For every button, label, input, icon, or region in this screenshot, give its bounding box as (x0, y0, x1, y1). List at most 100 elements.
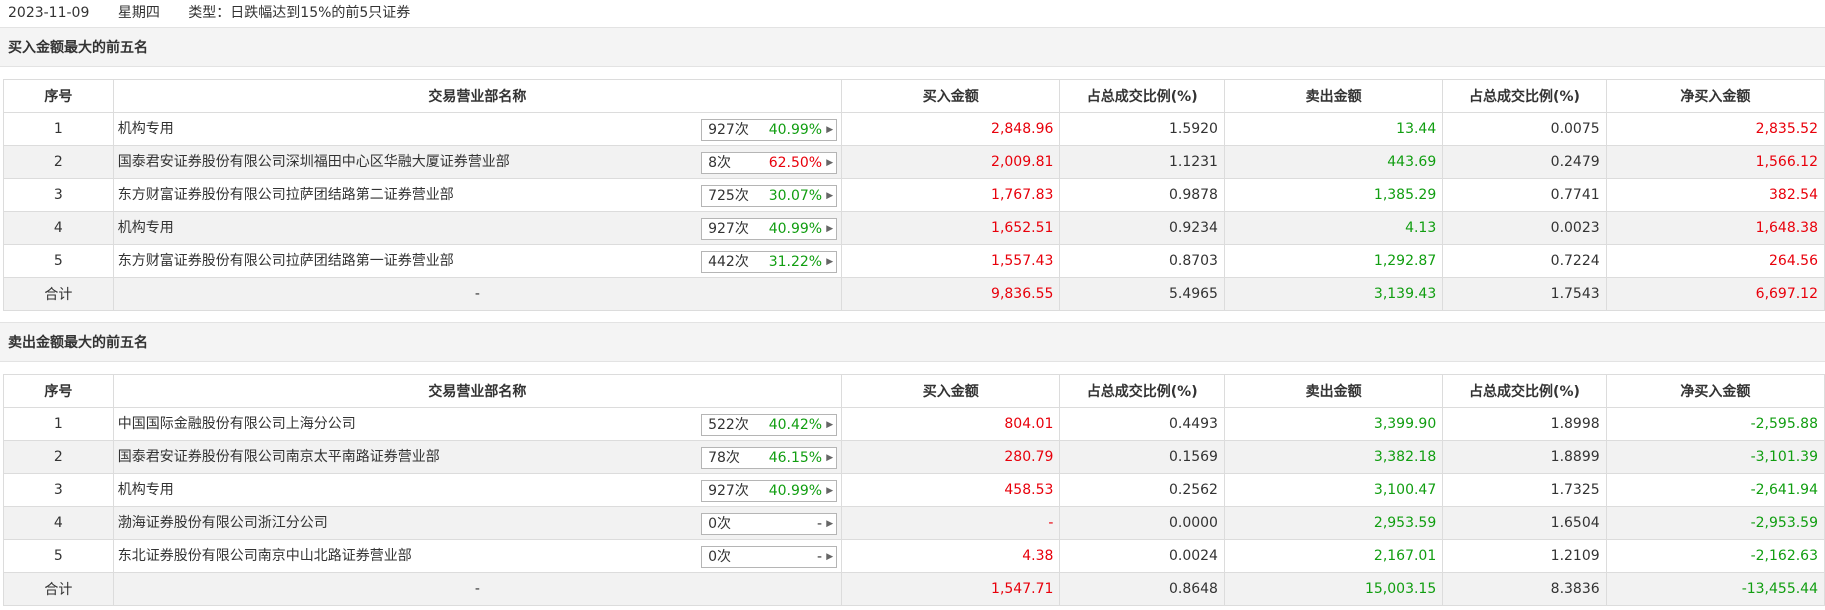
total-sell-amount: 3,139.43 (1223, 277, 1444, 311)
table-row: 4 机构专用 927次 40.99% ▶ 1,652.51 0.9234 4.13 0.0023… (3, 211, 1825, 245)
net-buy-cell: -2,953.59 (1605, 506, 1825, 540)
branch-stats-badge[interactable]: 442次 31.22% ▶ (701, 251, 838, 273)
rank-cell: 5 (3, 539, 114, 573)
branch-stats-badge[interactable]: 0次 - ▶ (701, 546, 838, 568)
listing-count: 442次 (708, 254, 749, 270)
branch-name-link[interactable]: 中国国际金融股份有限公司上海分公司 (117, 416, 356, 432)
success-rate: 40.42% (768, 417, 823, 433)
success-rate: 40.99% (768, 221, 823, 237)
col-branch-name: 交易营业部名称 (112, 374, 843, 408)
branch-stats-badge[interactable]: 927次 40.99% ▶ (701, 119, 838, 141)
caret-right-icon: ▶ (826, 125, 834, 135)
col-net-buy: 净买入金额 (1605, 79, 1825, 113)
success-rate: 40.99% (768, 483, 823, 499)
net-buy-cell: 2,835.52 (1605, 112, 1825, 146)
branch-name-link[interactable]: 东方财富证券股份有限公司拉萨团结路第二证券营业部 (117, 187, 454, 203)
buy-ratio-cell: 0.1569 (1059, 440, 1225, 474)
col-rank: 序号 (3, 79, 114, 113)
net-buy-cell: -3,101.39 (1605, 440, 1825, 474)
branch-cell: 国泰君安证券股份有限公司深圳福田中心区华融大厦证券营业部 8次 62.50% ▶ (112, 145, 843, 179)
rank-cell: 1 (3, 407, 114, 441)
col-sell-ratio: 占总成交比例(%) (1442, 79, 1607, 113)
buy-ratio-cell: 1.5920 (1059, 112, 1225, 146)
caret-right-icon: ▶ (826, 519, 834, 529)
table-row: 1 机构专用 927次 40.99% ▶ 2,848.96 1.5920 13.44 0.007… (3, 112, 1825, 146)
rank-cell: 3 (3, 473, 114, 507)
branch-name-link[interactable]: 渤海证券股份有限公司浙江分公司 (117, 515, 328, 531)
branch-name-link[interactable]: 机构专用 (117, 482, 174, 498)
listing-count: 725次 (708, 188, 749, 204)
rank-cell: 1 (3, 112, 114, 146)
sell-ratio-cell: 0.0075 (1442, 112, 1607, 146)
type-label: 类型：日跌幅达到15%的前5只证券 (188, 5, 411, 21)
col-branch-name: 交易营业部名称 (112, 79, 843, 113)
sell-amount-cell: 4.13 (1223, 211, 1444, 245)
total-branch-cell: - (112, 277, 843, 311)
sell-amount-cell: 13.44 (1223, 112, 1444, 146)
branch-name-link[interactable]: 国泰君安证券股份有限公司深圳福田中心区华融大厦证券营业部 (117, 154, 510, 170)
table-row: 3 东方财富证券股份有限公司拉萨团结路第二证券营业部 725次 30.07% ▶ 1,76… (3, 178, 1825, 212)
branch-stats-badge[interactable]: 0次 - ▶ (701, 513, 838, 535)
listing-count: 927次 (708, 122, 749, 138)
col-buy-ratio: 占总成交比例(%) (1059, 79, 1225, 113)
rank-cell: 2 (3, 145, 114, 179)
rank-cell: 5 (3, 244, 114, 278)
branch-cell: 渤海证券股份有限公司浙江分公司 0次 - ▶ (112, 506, 843, 540)
branch-stats-badge[interactable]: 725次 30.07% ▶ (701, 185, 838, 207)
caret-right-icon: ▶ (826, 420, 834, 430)
sell-ratio-cell: 0.2479 (1442, 145, 1607, 179)
col-buy-ratio: 占总成交比例(%) (1059, 374, 1225, 408)
buy-amount-cell: - (841, 506, 1061, 540)
col-rank: 序号 (3, 374, 114, 408)
table-header-row: 序号 交易营业部名称 买入金额 占总成交比例(%) 卖出金额 占总成交比例(%)… (3, 79, 1825, 113)
rank-cell: 4 (3, 506, 114, 540)
col-net-buy: 净买入金额 (1605, 374, 1825, 408)
sell-ratio-cell: 0.7224 (1442, 244, 1607, 278)
sell-ratio-cell: 1.7325 (1442, 473, 1607, 507)
buy-ratio-cell: 0.4493 (1059, 407, 1225, 441)
branch-cell: 机构专用 927次 40.99% ▶ (112, 211, 843, 245)
branch-name-link[interactable]: 东北证券股份有限公司南京中山北路证券营业部 (117, 548, 412, 564)
page-header: 2023-11-09 星期四 类型：日跌幅达到15%的前5只证券 (0, 0, 1825, 27)
sell-amount-cell: 3,382.18 (1223, 440, 1444, 474)
buy-ratio-cell: 0.9234 (1059, 211, 1225, 245)
total-row: 合计 -9,836.55 5.4965 3,139.43 1.7543 6,697.12 (3, 277, 1825, 311)
listing-count: 78次 (708, 450, 740, 466)
branch-stats-badge[interactable]: 927次 40.99% ▶ (701, 480, 838, 502)
table-row: 5 东方财富证券股份有限公司拉萨团结路第一证券营业部 442次 31.22% ▶ 1,55… (3, 244, 1825, 278)
listing-count: 0次 (708, 549, 732, 565)
total-row: 合计 -1,547.71 0.8648 15,003.15 8.3836 -13,455.… (3, 572, 1825, 606)
buy-amount-cell: 2,848.96 (841, 112, 1061, 146)
total-sell-ratio: 1.7543 (1442, 277, 1607, 311)
branch-name-link[interactable]: 机构专用 (117, 121, 174, 137)
sell-amount-cell: 1,385.29 (1223, 178, 1444, 212)
sell-amount-cell: 2,953.59 (1223, 506, 1444, 540)
branch-stats-badge[interactable]: 8次 62.50% ▶ (701, 152, 838, 174)
buy-ratio-cell: 1.1231 (1059, 145, 1225, 179)
branch-name-link[interactable]: 东方财富证券股份有限公司拉萨团结路第一证券营业部 (117, 253, 454, 269)
buy-amount-cell: 2,009.81 (841, 145, 1061, 179)
success-rate: - (817, 549, 823, 565)
table-row: 5 东北证券股份有限公司南京中山北路证券营业部 0次 - ▶ 4.38 0.0024 2,16… (3, 539, 1825, 573)
sell-ratio-cell: 1.2109 (1442, 539, 1607, 573)
caret-right-icon: ▶ (826, 191, 834, 201)
net-buy-cell: 264.56 (1605, 244, 1825, 278)
caret-right-icon: ▶ (826, 552, 834, 562)
buy-amount-cell: 1,767.83 (841, 178, 1061, 212)
table-row: 1 中国国际金融股份有限公司上海分公司 522次 40.42% ▶ 804.01 0.449… (3, 407, 1825, 441)
sell-ratio-cell: 1.6504 (1442, 506, 1607, 540)
branch-name-link[interactable]: 机构专用 (117, 220, 174, 236)
branch-stats-badge[interactable]: 522次 40.42% ▶ (701, 414, 838, 436)
branch-stats-badge[interactable]: 78次 46.15% ▶ (701, 447, 838, 469)
trade-date: 2023-11-09 (8, 5, 90, 21)
total-sell-ratio: 8.3836 (1442, 572, 1607, 606)
branch-cell: 机构专用 927次 40.99% ▶ (112, 112, 843, 146)
rank-cell: 4 (3, 211, 114, 245)
table-row: 2 国泰君安证券股份有限公司深圳福田中心区华融大厦证券营业部 8次 62.50% ▶ 2,… (3, 145, 1825, 179)
total-buy-ratio: 0.8648 (1059, 572, 1225, 606)
success-rate: 40.99% (768, 122, 823, 138)
branch-name-link[interactable]: 国泰君安证券股份有限公司南京太平南路证券营业部 (117, 449, 440, 465)
branch-stats-badge[interactable]: 927次 40.99% ▶ (701, 218, 838, 240)
net-buy-cell: -2,641.94 (1605, 473, 1825, 507)
sell-ratio-cell: 0.7741 (1442, 178, 1607, 212)
